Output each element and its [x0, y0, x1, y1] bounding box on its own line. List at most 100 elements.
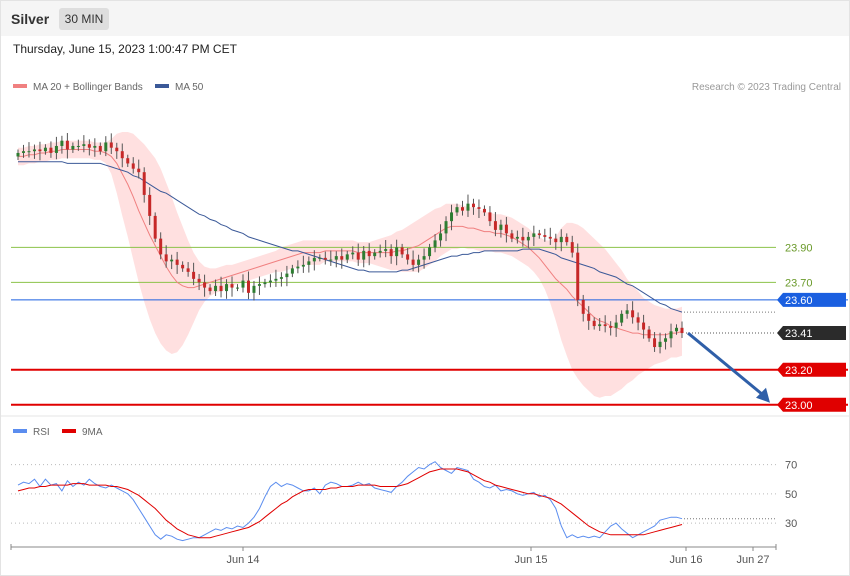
price-level-label: 23.60 [785, 295, 813, 307]
candle-body [559, 236, 563, 243]
candle-body [515, 236, 519, 239]
x-tick-label: Jun 16 [669, 554, 702, 566]
candle-body [647, 329, 651, 339]
candle-body [499, 224, 503, 230]
candle-body [274, 278, 278, 281]
candle-body [93, 145, 97, 148]
candle-body [417, 259, 421, 265]
candle-body [482, 208, 486, 213]
candle-body [142, 172, 146, 195]
research-credit: Research © 2023 Trading Central [692, 82, 841, 93]
bollinger-band-area [18, 132, 682, 398]
candle-body [126, 158, 130, 164]
candle-body [493, 221, 497, 230]
ma50-legend-label: MA 50 [175, 82, 204, 93]
rsi-ma-line [17, 468, 683, 539]
candle-body [532, 233, 536, 237]
candlesticks [16, 133, 684, 354]
candle-body [669, 331, 673, 339]
candle-body [543, 235, 547, 237]
candle-body [54, 145, 58, 153]
candle-body [164, 254, 168, 262]
x-axis-ticks: Jun 14 Jun 15 Jun 16 Jun 27 [10, 544, 777, 566]
candle-body [27, 151, 31, 153]
candle-body [192, 271, 196, 279]
candle-body [565, 236, 569, 243]
candle-body [197, 278, 201, 283]
candle-body [664, 338, 668, 342]
candle-body [285, 273, 289, 278]
candle-body [214, 285, 218, 292]
price-level-tag [777, 397, 846, 412]
candle-body [82, 144, 86, 146]
timeframe-button[interactable]: 30 MIN [59, 8, 109, 30]
candle-body [98, 145, 102, 152]
candle-body [65, 140, 69, 150]
candle-body [148, 194, 152, 216]
candle-body [362, 250, 366, 260]
candle-body [400, 247, 404, 255]
x-tick-label: Jun 15 [514, 554, 547, 566]
candle-body [609, 326, 613, 328]
candle-body [444, 221, 448, 234]
candle-body [120, 151, 124, 159]
candle-body [356, 252, 360, 260]
candle-body [422, 256, 426, 260]
x-tick-label: Jun 14 [226, 554, 259, 566]
rsi-tick-label: 30 [785, 518, 797, 530]
candle-body [433, 240, 437, 248]
candle-body [236, 287, 240, 289]
candle-body [175, 259, 179, 265]
candle-body [620, 313, 624, 323]
candle-body [16, 152, 20, 157]
candle-body [537, 233, 541, 236]
candle-body [323, 257, 327, 260]
price-level-tag [777, 362, 846, 377]
candle-body [263, 282, 267, 285]
candle-body [203, 282, 207, 288]
ma50-line [18, 161, 683, 313]
candle-body [219, 285, 223, 292]
candle-body [554, 238, 558, 243]
candle-body [345, 254, 349, 260]
candle-body [460, 207, 464, 211]
candle-body [186, 268, 190, 272]
rsi-tick-label: 50 [785, 489, 797, 501]
candle-body [312, 257, 316, 262]
candle-body [510, 233, 514, 239]
price-level-label: 23.70 [785, 277, 813, 289]
candle-body [230, 284, 234, 288]
rsi-tick-label: 70 [785, 460, 797, 472]
rsi-line [17, 461, 683, 542]
candle-body [159, 238, 163, 255]
candle-body [592, 320, 596, 327]
candle-body [653, 338, 657, 348]
candle-body [548, 236, 552, 239]
candle-body [477, 207, 481, 209]
candle-body [631, 310, 635, 318]
candle-body [32, 149, 36, 152]
candle-body [252, 285, 256, 293]
price-level-label: 23.41 [785, 328, 813, 340]
price-level-label: 23.20 [785, 365, 813, 377]
candle-body [428, 247, 432, 257]
candle-body [581, 299, 585, 314]
candle-body [334, 256, 338, 260]
candle-body [526, 236, 530, 241]
candle-body [87, 144, 91, 148]
instrument-title: Silver [11, 11, 50, 27]
rsi-legend-swatch [13, 429, 27, 433]
candle-body [367, 250, 371, 257]
candle-body [43, 147, 47, 152]
candle-body [576, 252, 580, 300]
candle-body [504, 224, 508, 234]
x-tick-label: Jun 27 [736, 554, 769, 566]
candle-body [60, 140, 64, 146]
candle-body [49, 147, 53, 153]
candle-body [675, 327, 679, 332]
rsi-ma-legend-swatch [62, 429, 76, 433]
candle-body [307, 261, 311, 265]
ma20-legend-swatch [13, 84, 27, 88]
candle-body [301, 264, 305, 267]
